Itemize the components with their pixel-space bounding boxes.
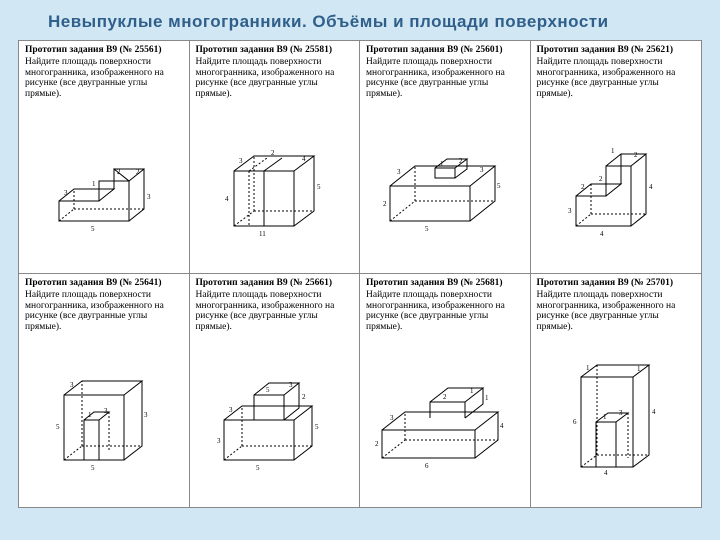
svg-text:3: 3 — [619, 409, 623, 417]
svg-text:4: 4 — [649, 183, 653, 191]
problem-figure: 1 2 2 2 4 4 3 — [537, 103, 696, 269]
problem-desc: Найдите площадь поверхности многогранник… — [366, 57, 524, 100]
problem-cell: Прототип задания B9 (№ 25621) Найдите пл… — [531, 41, 702, 274]
svg-text:3: 3 — [397, 168, 401, 176]
svg-text:3: 3 — [70, 381, 74, 389]
problem-cell: Прототип задания B9 (№ 25661) Найдите пл… — [190, 274, 361, 507]
svg-text:3: 3 — [144, 411, 148, 419]
svg-text:2: 2 — [117, 168, 121, 176]
svg-text:2: 2 — [136, 168, 140, 176]
svg-text:2: 2 — [634, 151, 638, 159]
problem-title: Прототип задания B9 (№ 25681) — [366, 278, 524, 289]
svg-text:3: 3 — [568, 207, 572, 215]
svg-text:1: 1 — [611, 147, 615, 155]
svg-text:4: 4 — [500, 422, 504, 430]
problem-title: Прототип задания B9 (№ 25701) — [537, 278, 696, 289]
problem-cell: Прототип задания B9 (№ 25561) Найдите пл… — [19, 41, 190, 274]
svg-text:6: 6 — [573, 418, 577, 426]
problem-title: Прототип задания B9 (№ 25641) — [25, 278, 183, 289]
problem-title: Прототип задания B9 (№ 25581) — [196, 45, 354, 56]
problem-cell: Прототип задания B9 (№ 25681) Найдите пл… — [360, 274, 531, 507]
problem-figure: 1 6 1 3 4 4 1 — [537, 336, 696, 503]
svg-text:2: 2 — [302, 393, 306, 401]
svg-text:4: 4 — [652, 408, 656, 416]
svg-text:1: 1 — [92, 180, 96, 188]
problem-figure: 3 2 4 5 11 4 — [196, 103, 354, 269]
problem-cell: Прототип задания B9 (№ 25701) Найдите пл… — [531, 274, 702, 507]
problem-desc: Найдите площадь поверхности многогранник… — [25, 57, 183, 100]
problem-figure: 3 5 3 2 5 3 5 — [196, 336, 354, 503]
svg-text:11: 11 — [259, 230, 266, 238]
svg-text:1: 1 — [485, 394, 489, 402]
svg-text:4: 4 — [302, 155, 306, 163]
problem-title: Прототип задания B9 (№ 25601) — [366, 45, 524, 56]
svg-text:5: 5 — [497, 182, 501, 190]
svg-text:3: 3 — [390, 414, 394, 422]
problem-desc: Найдите площадь поверхности многогранник… — [196, 57, 354, 100]
svg-text:1: 1 — [637, 365, 641, 373]
svg-text:3: 3 — [217, 437, 221, 445]
problem-figure: 3 1 2 2 5 3 — [25, 103, 183, 269]
problem-cell: Прототип задания B9 (№ 25581) Найдите пл… — [190, 41, 361, 274]
svg-text:5: 5 — [91, 464, 95, 472]
svg-text:2: 2 — [375, 440, 379, 448]
problem-title: Прототип задания B9 (№ 25661) — [196, 278, 354, 289]
svg-text:1: 1 — [470, 387, 474, 395]
svg-text:3: 3 — [480, 166, 484, 174]
svg-text:4: 4 — [604, 469, 608, 477]
svg-text:3: 3 — [104, 407, 108, 415]
svg-text:2: 2 — [459, 157, 463, 165]
problem-cell: Прототип задания B9 (№ 25601) Найдите пл… — [360, 41, 531, 274]
svg-text:4: 4 — [225, 195, 229, 203]
problem-cell: Прототип задания B9 (№ 25641) Найдите пл… — [19, 274, 190, 507]
svg-text:5: 5 — [317, 183, 321, 191]
svg-text:6: 6 — [425, 462, 429, 470]
svg-text:5: 5 — [266, 386, 270, 394]
svg-text:2: 2 — [599, 175, 603, 183]
page-title: Невыпуклые многогранники. Объёмы и площа… — [0, 0, 720, 40]
svg-text:5: 5 — [425, 225, 429, 233]
problem-desc: Найдите площадь поверхности многогранник… — [196, 290, 354, 333]
problem-desc: Найдите площадь поверхности многогранник… — [366, 290, 524, 333]
problem-figure: 2 1 1 3 6 4 2 — [366, 336, 524, 503]
svg-text:2: 2 — [271, 149, 275, 157]
problem-desc: Найдите площадь поверхности многогранник… — [537, 57, 696, 100]
svg-text:1: 1 — [603, 413, 607, 421]
svg-text:5: 5 — [91, 225, 95, 233]
svg-text:3: 3 — [289, 381, 293, 389]
problem-desc: Найдите площадь поверхности многогранник… — [537, 290, 696, 333]
svg-text:5: 5 — [56, 423, 60, 431]
svg-text:2: 2 — [383, 200, 387, 208]
svg-text:2: 2 — [443, 393, 447, 401]
problem-figure: 5 1 3 3 5 3 — [25, 336, 183, 503]
problem-grid: Прототип задания B9 (№ 25561) Найдите пл… — [18, 40, 702, 508]
svg-text:3: 3 — [239, 157, 243, 165]
svg-text:2: 2 — [581, 183, 585, 191]
svg-text:3: 3 — [147, 193, 151, 201]
svg-text:4: 4 — [600, 230, 604, 238]
problem-title: Прототип задания B9 (№ 25621) — [537, 45, 696, 56]
svg-text:3: 3 — [229, 406, 233, 414]
problem-title: Прототип задания B9 (№ 25561) — [25, 45, 183, 56]
svg-text:5: 5 — [315, 423, 319, 431]
problem-figure: 3 1 2 3 5 5 2 — [366, 103, 524, 269]
svg-text:1: 1 — [88, 411, 92, 419]
problem-desc: Найдите площадь поверхности многогранник… — [25, 290, 183, 333]
svg-text:1: 1 — [440, 160, 444, 168]
svg-text:3: 3 — [64, 189, 68, 197]
svg-text:1: 1 — [586, 364, 590, 372]
svg-text:5: 5 — [256, 464, 260, 472]
